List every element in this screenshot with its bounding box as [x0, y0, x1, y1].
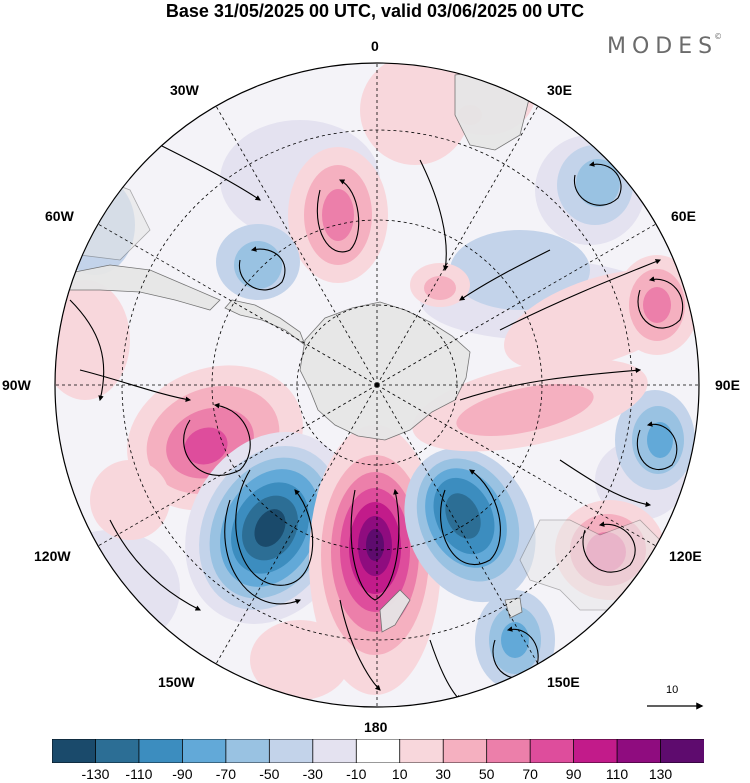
colorbar-swatch — [616, 739, 662, 763]
streamline — [459, 367, 642, 401]
streamline — [559, 459, 652, 507]
south-america-tip — [59, 264, 221, 311]
colorbar-tick-label: 50 — [478, 766, 495, 782]
colorbar-tick-label: -50 — [259, 766, 280, 782]
colorbar-tick-label: 30 — [435, 766, 451, 782]
streamline — [459, 249, 551, 301]
colorbar-tick-label: 90 — [565, 766, 582, 782]
label-150w: 150W — [158, 674, 195, 690]
antarctica-landmass — [299, 301, 471, 441]
label-120w: 120W — [34, 548, 71, 564]
streamline — [419, 159, 449, 272]
streamline — [79, 369, 192, 402]
anomaly-patch — [254, 509, 286, 547]
anomaly-patch — [322, 189, 354, 241]
colorbar-swatch — [442, 739, 488, 763]
colorbar-tick-label: -90 — [172, 766, 193, 782]
label-180: 180 — [364, 719, 388, 735]
anomaly-patch — [366, 529, 384, 561]
anomaly-patch — [501, 622, 529, 658]
streamline — [183, 402, 251, 476]
anomaly-patch — [445, 493, 481, 539]
colorbar-swatch — [529, 739, 575, 763]
anomaly-patch — [456, 384, 594, 436]
colorbar-tick-label: -30 — [302, 766, 323, 782]
anomaly-patch — [55, 280, 130, 400]
brand-mark: © — [714, 31, 723, 41]
label-90w: 90W — [2, 377, 31, 393]
colorbar-swatch — [486, 739, 532, 763]
anomaly-patch — [643, 287, 671, 323]
coastline-land — [59, 67, 661, 633]
anomaly-patch — [647, 422, 673, 458]
label-90e: 90E — [715, 377, 740, 393]
reference-vector — [647, 702, 704, 710]
streamline — [339, 599, 381, 691]
streamlines — [69, 139, 684, 701]
colorbar-swatch — [138, 739, 184, 763]
streamline — [636, 421, 678, 471]
label-150e: 150E — [547, 674, 580, 690]
map-boundary — [54, 62, 700, 708]
anomaly-patch — [450, 230, 590, 310]
anomaly-patch — [234, 241, 282, 289]
map-title: Base 31/05/2025 00 UTC, valid 03/06/2025… — [165, 1, 585, 21]
colorbar-tick-label: 70 — [522, 766, 538, 782]
brand-name: MODES — [607, 34, 719, 59]
colorbar-tick-label: -110 — [125, 766, 153, 782]
streamline — [637, 276, 684, 329]
streamline — [235, 469, 314, 586]
modes-logo: MODES© — [607, 31, 726, 59]
colorbar-tick-label: 110 — [605, 766, 629, 782]
streamline — [316, 179, 360, 253]
colorbar-swatch — [355, 739, 401, 763]
colorbar-swatch — [95, 739, 140, 763]
streamline — [582, 521, 636, 573]
label-60e: 60E — [671, 208, 696, 224]
anomaly-patch — [90, 460, 170, 540]
colorbar-swatch — [399, 739, 445, 763]
label-120e: 120E — [669, 548, 702, 564]
label-30w: 30W — [170, 82, 199, 98]
label-0: 0 — [371, 38, 379, 54]
colorbar-tick-label: -130 — [81, 766, 110, 782]
streamline — [69, 299, 105, 402]
south-pole-marker — [374, 382, 380, 388]
reference-vector-label: 10 — [666, 684, 679, 696]
colorbar-tick-label: -10 — [346, 766, 367, 782]
label-30e: 30E — [547, 82, 572, 98]
streamline — [109, 519, 201, 611]
label-60w: 60W — [45, 208, 74, 224]
colorbar-swatch — [573, 739, 618, 763]
anomaly-patch — [424, 276, 456, 300]
colorbar-swatch — [660, 739, 704, 763]
new-zealand — [379, 589, 411, 633]
antarctic-peninsula — [224, 299, 306, 347]
colorbar-swatch — [181, 739, 227, 763]
tasmania — [504, 597, 523, 619]
colorbar-tick-label: -70 — [215, 766, 236, 782]
anomaly-patch — [576, 159, 620, 207]
graticule — [55, 63, 699, 707]
colorbar — [52, 739, 704, 763]
anomaly-patch — [184, 427, 228, 465]
anomaly-patch — [250, 620, 350, 700]
streamline — [224, 499, 302, 605]
colorbar-tick-label: 10 — [391, 766, 408, 782]
colorbar-swatch — [52, 739, 97, 763]
streamline — [499, 259, 662, 331]
colorbar-tick-label: 130 — [648, 766, 673, 782]
streamline — [149, 139, 261, 201]
colorbar-swatch — [312, 739, 358, 763]
streamline — [238, 246, 286, 291]
streamline — [350, 488, 400, 601]
streamline — [440, 469, 501, 566]
colorbar-swatch — [225, 739, 271, 763]
streamline — [573, 161, 622, 206]
colorbar-swatch — [268, 739, 314, 763]
